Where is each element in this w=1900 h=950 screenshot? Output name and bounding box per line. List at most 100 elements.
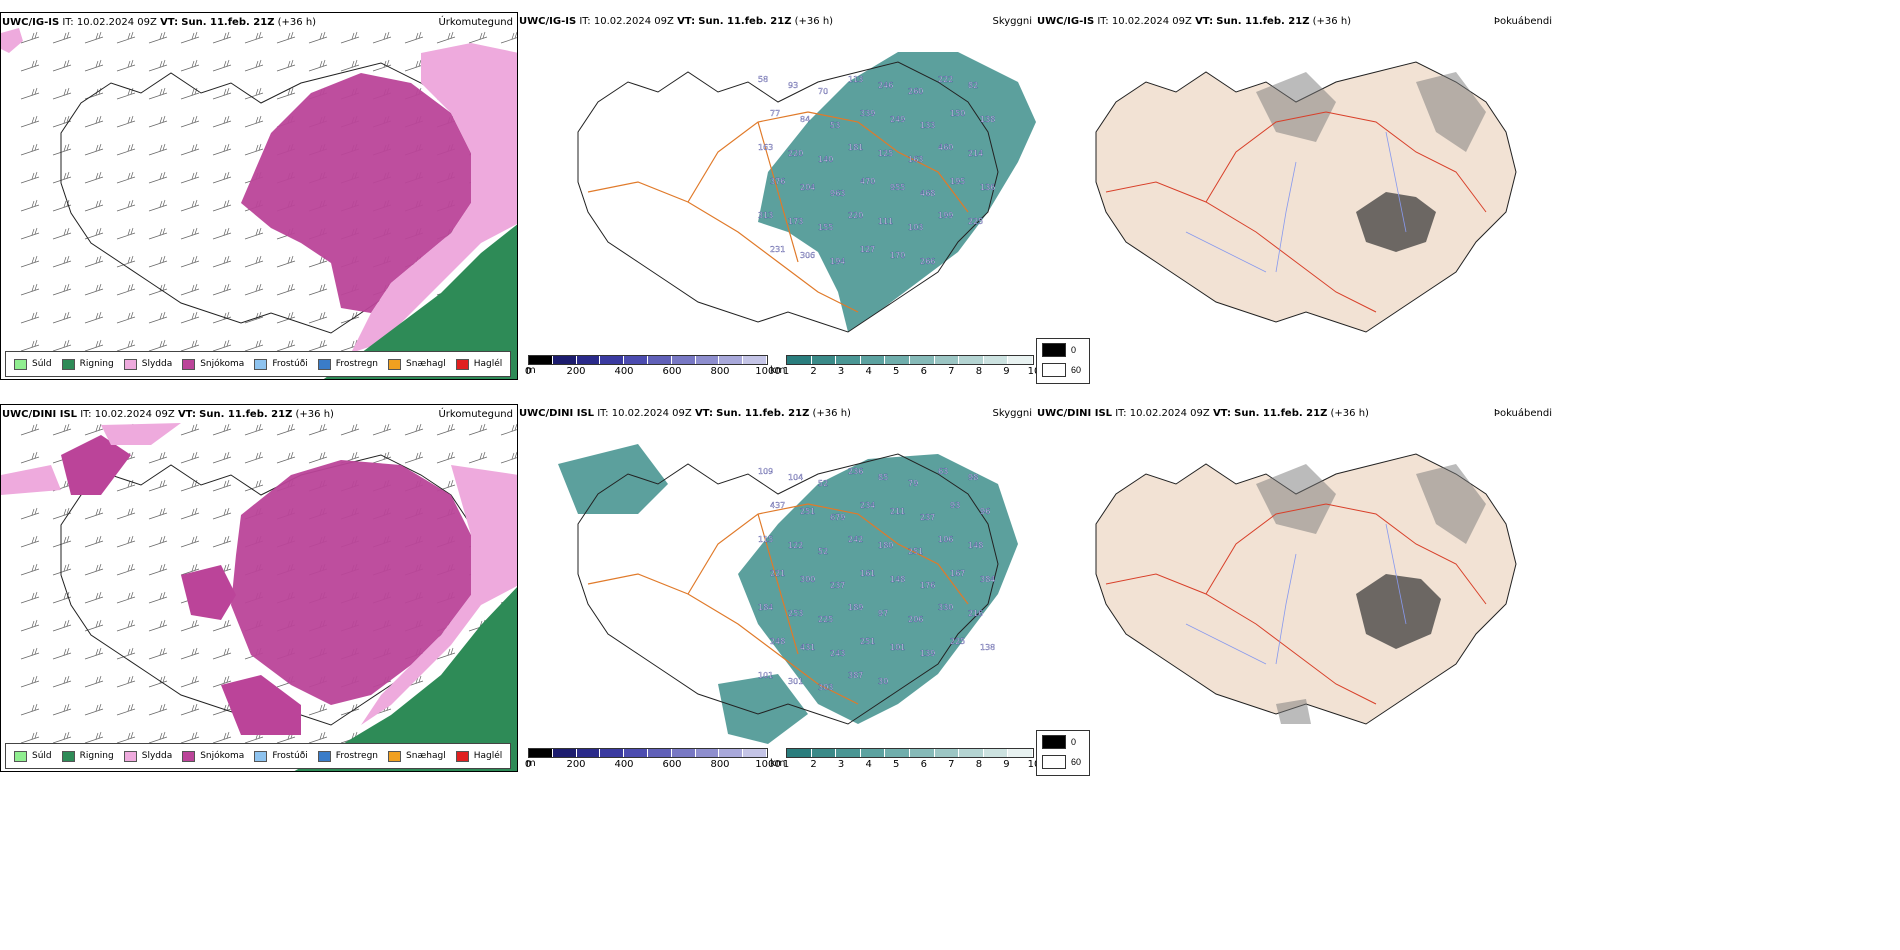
legend-item: Rigning bbox=[61, 358, 114, 370]
cloud-base-label: 189 bbox=[848, 603, 863, 612]
colorbar-cell bbox=[811, 356, 837, 364]
wind-barb bbox=[244, 87, 264, 100]
colorbar-tick-label: 800 bbox=[710, 759, 730, 770]
fog-legend-swatch-light bbox=[1042, 755, 1066, 769]
wind-barb bbox=[20, 87, 40, 100]
cloud-base-label: 963 bbox=[830, 189, 845, 198]
cloud-base-label: 220 bbox=[848, 211, 863, 220]
legend-swatch bbox=[455, 750, 469, 762]
fog-rivers bbox=[1185, 131, 1407, 273]
colorbar-cell bbox=[600, 356, 625, 364]
wind-barb bbox=[148, 171, 168, 184]
cloud-base-labels: 109 104 52 236 85 79 63 98 437 251 679 234 211 237 93 9… bbox=[758, 467, 996, 692]
fog-map-top bbox=[1095, 61, 1517, 333]
wind-barb bbox=[84, 423, 104, 436]
precip-type-panel-top: UWC/IG-IS IT: 10.02.2024 09Z VT: Sun. 11… bbox=[0, 12, 518, 380]
colorbar-cell bbox=[860, 356, 886, 364]
cloud-base-label: 249 bbox=[890, 115, 905, 124]
wind-barb bbox=[244, 227, 264, 240]
wind-barb bbox=[436, 31, 456, 44]
wind-barb bbox=[212, 311, 232, 324]
fog-land bbox=[1095, 61, 1517, 333]
precip-map-top bbox=[1, 28, 517, 379]
wind-barb bbox=[52, 675, 72, 688]
wind-barb bbox=[20, 591, 40, 604]
colorbar-tick-label: 7 bbox=[948, 759, 955, 770]
wind-barb bbox=[20, 171, 40, 184]
fog-panel-top: UWC/IG-IS IT: 10.02.2024 09Z VT: Sun. 11… bbox=[1036, 12, 1556, 380]
wind-barb bbox=[372, 423, 392, 436]
visibility-strip bbox=[786, 748, 1034, 758]
wind-barb bbox=[116, 255, 136, 268]
visibility-map-bottom: 109 104 52 236 85 79 63 98 437 251 679 234 211 237 93 9… bbox=[558, 444, 1018, 744]
cloud-base-label: 101 bbox=[890, 643, 905, 652]
wind-barb bbox=[308, 451, 328, 464]
legend-item: Rigning bbox=[61, 750, 114, 762]
cloud-base-label: 176 bbox=[920, 581, 935, 590]
cloud-base-label: 122 bbox=[788, 541, 803, 550]
colorbar-tick-label: 8 bbox=[975, 366, 983, 377]
colorbar-tick-label: 800 bbox=[710, 366, 730, 377]
wind-barb bbox=[20, 143, 40, 156]
wind-barb bbox=[180, 647, 200, 660]
wind-barb bbox=[180, 87, 200, 100]
legend-swatch bbox=[14, 750, 27, 762]
legend-swatch bbox=[123, 358, 137, 370]
colorbar-cell bbox=[1008, 749, 1033, 757]
wind-barb bbox=[404, 31, 424, 44]
wind-barb bbox=[52, 171, 72, 184]
wind-barb bbox=[20, 227, 40, 240]
colorbar-tick-label: 400 bbox=[614, 366, 634, 377]
ceiling-ticks: 0 200 400 600 800 1000 bbox=[525, 365, 781, 377]
colorbar-cell bbox=[836, 356, 861, 364]
colorbar-tick-label: 1 bbox=[782, 366, 790, 377]
cloud-base-label: 225 bbox=[818, 615, 833, 624]
cloud-base-label: 125 bbox=[878, 149, 893, 158]
colorbar-cell bbox=[671, 749, 696, 757]
wind-barb bbox=[212, 59, 232, 72]
cloud-base-label: 246 bbox=[878, 81, 893, 90]
cloud-base-label: 194 bbox=[830, 257, 845, 266]
wind-barb bbox=[212, 507, 232, 520]
wind-barb bbox=[500, 31, 517, 44]
cloud-base-label: 237 bbox=[830, 581, 845, 590]
colorbar-tick-label: 4 bbox=[865, 366, 872, 377]
fog-legend-swatch-light bbox=[1042, 363, 1066, 377]
wind-barb bbox=[52, 59, 72, 72]
cloud-base-label: 231 bbox=[770, 245, 785, 254]
wind-barb bbox=[84, 255, 104, 268]
cloud-base-label: 148 bbox=[968, 541, 983, 550]
visibility-colorbar: km 1 2 3 4 5 6 7 8 9 10 bbox=[770, 355, 1040, 377]
cloud-base-label: 93 bbox=[950, 501, 960, 510]
wind-barb bbox=[180, 703, 200, 716]
cloud-base-label: 161 bbox=[860, 569, 875, 578]
snow-area bbox=[241, 73, 471, 313]
cloud-base-label: 167 bbox=[950, 569, 965, 578]
wind-barb bbox=[20, 563, 40, 576]
wind-barb bbox=[116, 227, 136, 240]
cloud-base-label: 181 bbox=[848, 143, 863, 152]
cloud-base-label: 170 bbox=[890, 251, 905, 260]
legend-swatch bbox=[254, 358, 268, 370]
colorbar-cell bbox=[576, 749, 601, 757]
legend-swatch bbox=[317, 358, 331, 370]
wind-barb bbox=[308, 423, 328, 436]
wind-barb bbox=[148, 675, 168, 688]
cloud-base-label: 53 bbox=[830, 121, 840, 130]
legend-item: Snæhagl bbox=[388, 750, 446, 762]
snow-west bbox=[61, 435, 301, 735]
wind-barb bbox=[212, 619, 232, 632]
cloud-base-label: 136 bbox=[980, 183, 995, 192]
wind-barb bbox=[20, 535, 40, 548]
panel-title: Úrkomutegund bbox=[438, 409, 513, 420]
wind-barb bbox=[180, 143, 200, 156]
colorbar-tick-label: 10 bbox=[1027, 759, 1041, 770]
snow-area bbox=[231, 460, 471, 705]
colorbar-cell bbox=[647, 356, 672, 364]
cloud-base-label: 206 bbox=[908, 615, 923, 624]
colorbar-tick-label: 1 bbox=[782, 759, 790, 770]
wind-barb bbox=[244, 311, 264, 324]
fog-legend: 0 60 bbox=[1036, 730, 1090, 776]
legend-item: Snjókoma bbox=[182, 750, 244, 762]
cloud-base-label: 955 bbox=[890, 183, 905, 192]
